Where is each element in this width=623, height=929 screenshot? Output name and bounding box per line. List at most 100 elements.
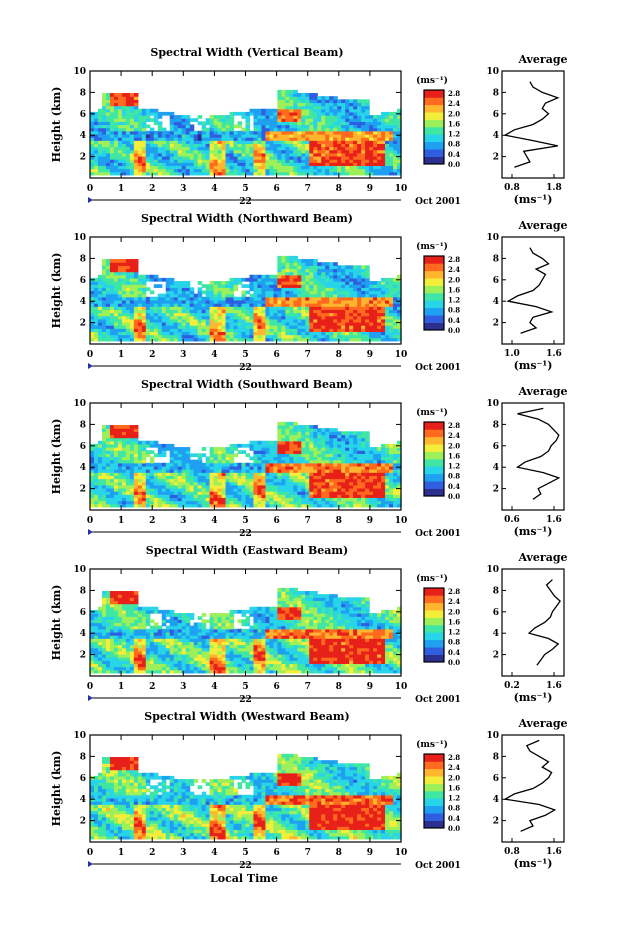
heatmap-cell — [325, 99, 330, 104]
heatmap-cell — [185, 130, 191, 135]
heatmap-cell — [201, 290, 207, 295]
heatmap-cell — [145, 315, 151, 320]
heatmap-cell — [345, 140, 350, 144]
heatmap-cell — [101, 284, 107, 288]
heatmap-cell — [109, 309, 115, 314]
heatmap-cell — [113, 152, 119, 157]
heatmap-cell — [305, 443, 310, 448]
heatmap-cell — [241, 465, 247, 470]
heatmap-cell — [253, 152, 259, 157]
heatmap-cell — [229, 331, 235, 336]
heatmap-cell — [157, 127, 163, 132]
heatmap-cell — [249, 299, 255, 304]
heatmap-cell — [233, 165, 239, 170]
heatmap-cell — [393, 133, 398, 138]
heatmap-cell — [285, 265, 290, 270]
heatmap-cell — [189, 137, 195, 141]
colorbar-swatch — [424, 322, 444, 331]
heatmap-cell — [93, 469, 99, 473]
heatmap-cell — [205, 284, 211, 288]
heatmap-cell — [161, 146, 167, 151]
heatmap-cell — [249, 143, 255, 148]
heatmap-cell — [197, 168, 203, 173]
heatmap-cell — [101, 478, 107, 483]
heatmap-cell — [185, 287, 191, 292]
heatmap-cell — [201, 503, 207, 508]
heatmap-cell — [113, 102, 119, 107]
heatmap-cell — [129, 274, 135, 279]
panel-title: Spectral Width (Northward Beam) — [141, 212, 353, 225]
heatmap-cell — [257, 284, 263, 288]
heatmap-cell — [261, 277, 267, 282]
heatmap-cell — [357, 290, 362, 295]
heatmap-cell — [281, 491, 286, 495]
heatmap-cell — [93, 159, 99, 163]
heatmap-cell — [317, 268, 322, 273]
heatmap-cell — [329, 487, 334, 492]
heatmap-cell — [109, 447, 115, 451]
heatmap-cell — [237, 281, 243, 285]
heatmap-cell — [221, 491, 227, 495]
heatmap-cell — [101, 290, 107, 295]
heatmap-cell — [233, 337, 239, 342]
heatmap-cell — [177, 140, 183, 144]
heatmap-cell — [389, 171, 394, 176]
heatmap-cell — [245, 124, 251, 129]
heatmap-cell — [161, 130, 167, 135]
heatmap-cell — [317, 265, 322, 270]
heatmap-cell — [201, 168, 207, 173]
heatmap-cell — [217, 155, 223, 160]
heatmap-cell — [245, 469, 251, 473]
heatmap-cell — [317, 293, 322, 298]
heatmap-cell — [133, 447, 139, 451]
heatmap-cell — [145, 299, 151, 304]
heatmap-cell — [133, 325, 139, 329]
heatmap-cell — [341, 494, 346, 499]
heatmap-cell — [117, 334, 123, 339]
heatmap-cell — [133, 487, 139, 492]
heatmap-cell — [289, 255, 294, 260]
heatmap-cell — [289, 99, 294, 104]
heatmap-cell — [217, 334, 223, 339]
heatmap-cell — [217, 328, 223, 333]
heatmap-cell — [281, 287, 286, 292]
heatmap-cell — [277, 431, 282, 436]
heatmap-cell — [185, 171, 191, 176]
heatmap-cell — [117, 318, 123, 323]
heatmap-cell — [93, 140, 99, 144]
heatmap-cell — [221, 296, 227, 301]
heatmap-cell — [129, 337, 135, 342]
heatmap-cell — [393, 309, 398, 314]
heatmap-cell — [225, 331, 231, 336]
heatmap-cell — [269, 494, 275, 499]
heatmap-cell — [113, 431, 119, 436]
heatmap-cell — [113, 303, 119, 307]
heatmap-cell — [301, 481, 306, 486]
heatmap-cell — [313, 465, 318, 470]
heatmap-cell — [285, 315, 290, 320]
heatmap-cell — [329, 484, 334, 489]
heatmap-cell — [181, 447, 187, 451]
heatmap-cell — [113, 487, 119, 492]
heatmap-cell — [317, 290, 322, 295]
heatmap-cell — [149, 484, 155, 489]
heatmap-cell — [341, 469, 346, 473]
heatmap-cell — [389, 155, 394, 160]
heatmap-cell — [101, 484, 107, 489]
heatmap-cell — [245, 306, 251, 310]
heatmap-cell — [257, 130, 263, 135]
heatmap-cell — [109, 478, 115, 483]
heatmap-cell — [333, 159, 338, 163]
heatmap-cell — [109, 168, 115, 173]
heatmap-cell — [197, 456, 203, 461]
heatmap-cell — [125, 337, 131, 342]
heatmap-cell — [177, 315, 183, 320]
heatmap-cell — [281, 453, 286, 458]
heatmap-cell — [141, 149, 147, 154]
heatmap-cell — [129, 494, 135, 499]
heatmap-cell — [273, 328, 278, 333]
heatmap-cell — [365, 105, 370, 110]
heatmap-cell — [133, 494, 139, 499]
heatmap-cell — [349, 111, 354, 116]
heatmap-cell — [321, 318, 326, 323]
